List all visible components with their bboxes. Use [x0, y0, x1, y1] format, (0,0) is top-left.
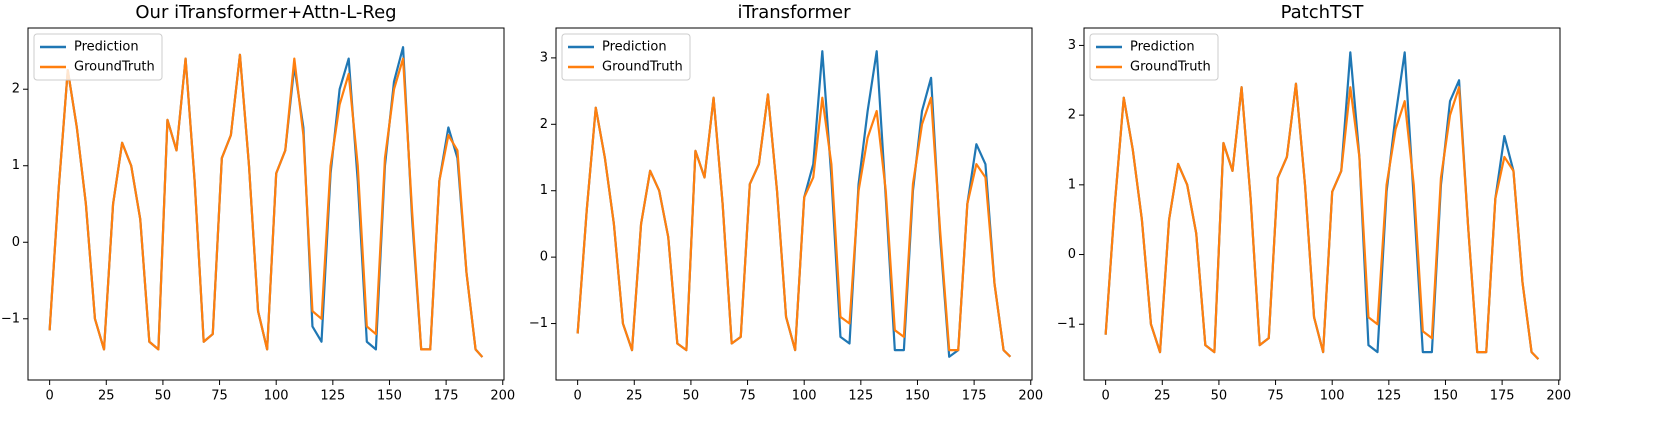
x-tick-label: 200 [1018, 389, 1043, 404]
y-tick-label: 1 [540, 183, 548, 198]
x-tick-label: 50 [1211, 389, 1228, 404]
y-tick-label: −1 [1057, 317, 1076, 332]
x-tick-label: 0 [45, 389, 53, 404]
axes-frame [1083, 27, 1561, 381]
legend-label: GroundTruth [602, 60, 683, 75]
y-tick-label: 0 [12, 235, 20, 250]
x-tick-label: 25 [98, 389, 115, 404]
x-tick-label: 125 [320, 389, 345, 404]
x-tick-label: 50 [683, 389, 700, 404]
legend-label: Prediction [602, 40, 667, 55]
y-tick-label: 1 [1068, 177, 1076, 192]
y-tick-label: −1 [529, 316, 548, 331]
x-tick-label: 200 [490, 389, 515, 404]
series-line [48, 46, 484, 358]
y-tick-label: 3 [540, 50, 548, 65]
x-tick-label: 75 [211, 389, 228, 404]
x-tick-label: 200 [1546, 389, 1571, 404]
x-tick-label: 25 [1154, 389, 1171, 404]
chart-title: PatchTST [1281, 2, 1365, 23]
x-tick-label: 75 [739, 389, 756, 404]
x-tick-label: 75 [1267, 389, 1284, 404]
legend-label: GroundTruth [74, 60, 155, 75]
axes-frame [27, 27, 505, 381]
x-tick-label: 25 [626, 389, 643, 404]
legend-label: Prediction [1130, 40, 1195, 55]
y-tick-label: 1 [12, 158, 20, 173]
legend-box [1089, 33, 1219, 81]
x-tick-label: 175 [434, 389, 459, 404]
series-line [1104, 82, 1540, 360]
legend-label: GroundTruth [1130, 60, 1211, 75]
x-tick-label: 100 [792, 389, 817, 404]
y-tick-label: 2 [12, 82, 20, 97]
axes-frame [555, 27, 1033, 381]
y-tick-label: 0 [540, 250, 548, 265]
x-tick-label: 50 [155, 389, 172, 404]
x-tick-label: 150 [1433, 389, 1458, 404]
legend-box [561, 33, 691, 81]
series-line [48, 53, 484, 358]
x-tick-label: 150 [905, 389, 930, 404]
x-tick-label: 175 [962, 389, 987, 404]
y-tick-label: 0 [1068, 247, 1076, 262]
legend-box [33, 33, 163, 81]
x-tick-label: 175 [1490, 389, 1515, 404]
series-line [576, 93, 1012, 358]
x-tick-label: 100 [264, 389, 289, 404]
y-tick-label: 3 [1068, 38, 1076, 53]
chart-title: Our iTransformer+Attn-L-Reg [135, 2, 396, 23]
y-tick-label: 2 [1068, 108, 1076, 123]
chart-title: iTransformer [737, 2, 851, 23]
x-tick-label: 0 [1101, 389, 1109, 404]
y-tick-label: −1 [1, 311, 20, 326]
x-tick-label: 125 [848, 389, 873, 404]
legend-label: Prediction [74, 40, 139, 55]
x-tick-label: 100 [1320, 389, 1345, 404]
y-tick-label: 2 [540, 117, 548, 132]
x-tick-label: 125 [1376, 389, 1401, 404]
x-tick-label: 150 [377, 389, 402, 404]
x-tick-label: 0 [573, 389, 581, 404]
